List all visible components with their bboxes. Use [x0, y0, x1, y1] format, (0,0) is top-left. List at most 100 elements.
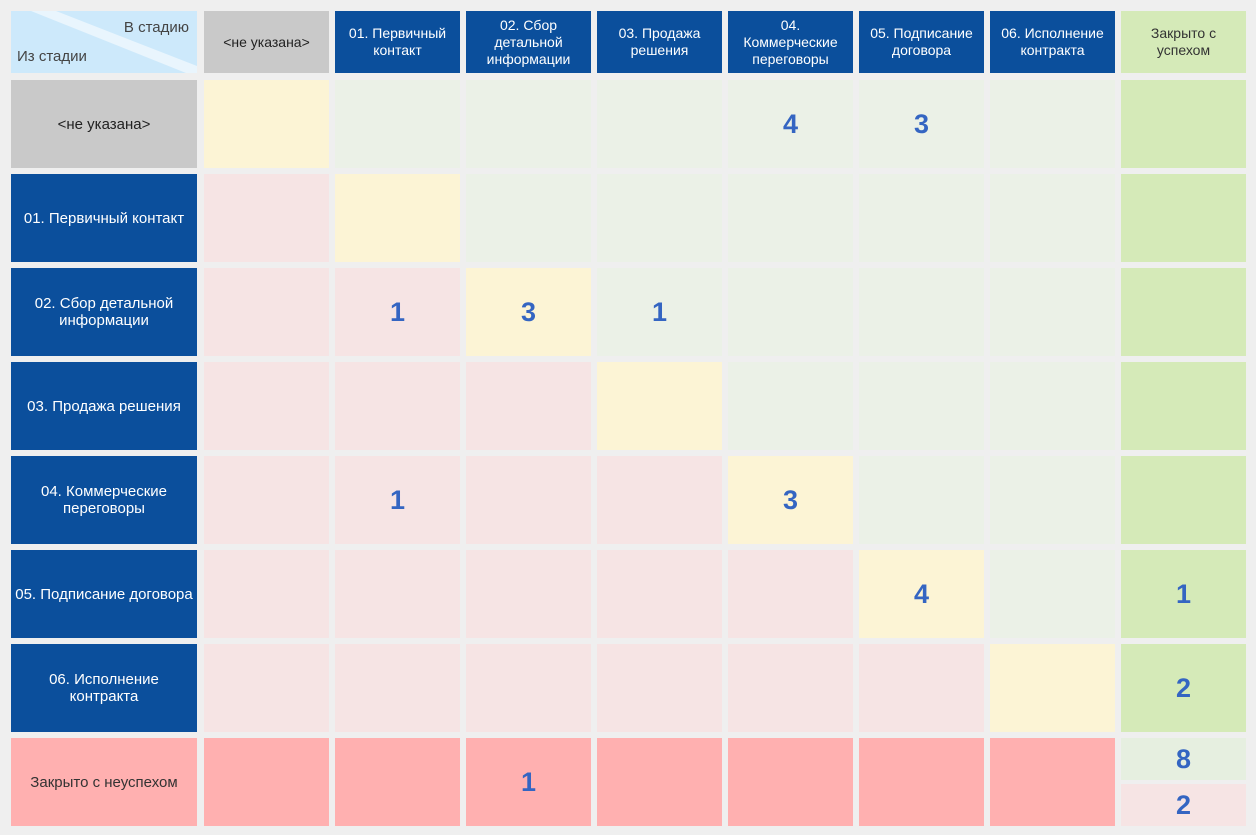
matrix-cell[interactable]	[1121, 268, 1246, 356]
matrix-cell[interactable]	[204, 80, 329, 168]
matrix-cell[interactable]: 3	[728, 456, 853, 544]
matrix-cell[interactable]	[859, 174, 984, 262]
from-stage-label: Из стадии	[17, 48, 87, 65]
row-header-label: 04. Коммерческие переговоры	[40, 483, 168, 517]
matrix-cell[interactable]	[990, 644, 1115, 732]
row-header[interactable]: 03. Продажа решения	[11, 362, 197, 450]
matrix-cell[interactable]: 1	[1121, 550, 1246, 638]
matrix-cell[interactable]	[597, 644, 722, 732]
matrix-cell[interactable]	[728, 362, 853, 450]
matrix-cell[interactable]	[204, 644, 329, 732]
matrix-cell[interactable]	[466, 362, 591, 450]
matrix-cell[interactable]	[335, 174, 460, 262]
matrix-cell[interactable]	[466, 550, 591, 638]
column-header[interactable]: 04. Коммерческие переговоры	[728, 11, 853, 73]
row-header[interactable]: 01. Первичный контакт	[11, 174, 197, 262]
matrix-cell[interactable]	[990, 550, 1115, 638]
cell-value: 1	[389, 484, 406, 515]
matrix-cell[interactable]	[859, 644, 984, 732]
matrix-cell[interactable]	[990, 268, 1115, 356]
matrix-cell[interactable]: 4	[728, 80, 853, 168]
matrix-cell[interactable]	[728, 268, 853, 356]
row-header[interactable]: Закрыто с неуспехом	[11, 738, 197, 826]
matrix-cell[interactable]	[1121, 362, 1246, 450]
column-header-label: 04. Коммерческие переговоры	[743, 16, 838, 67]
matrix-cell[interactable]	[466, 644, 591, 732]
matrix-cell[interactable]	[859, 268, 984, 356]
matrix-cell[interactable]: 1	[466, 738, 591, 826]
cell-value: 2	[1175, 672, 1192, 703]
row-header[interactable]: <не указана>	[11, 80, 197, 168]
matrix-cell[interactable]	[204, 456, 329, 544]
matrix-cell[interactable]	[335, 362, 460, 450]
matrix-cell[interactable]	[335, 550, 460, 638]
row-header-label: 02. Сбор детальной информации	[34, 295, 174, 329]
matrix-cell[interactable]	[204, 362, 329, 450]
matrix-cell[interactable]	[1121, 174, 1246, 262]
matrix-cell[interactable]	[990, 738, 1115, 826]
column-header-label: Закрыто с успехом	[1150, 25, 1217, 58]
matrix-cell[interactable]: 3	[466, 268, 591, 356]
matrix-cell[interactable]	[204, 268, 329, 356]
matrix-cell[interactable]	[597, 738, 722, 826]
matrix-cell[interactable]	[335, 738, 460, 826]
matrix-cell[interactable]	[204, 174, 329, 262]
matrix-cell[interactable]	[1121, 80, 1246, 168]
matrix-cell[interactable]	[728, 174, 853, 262]
total-top-value: 8	[1175, 743, 1192, 774]
matrix-corner-header: В стадию Из стадии	[11, 11, 197, 73]
matrix-cell[interactable]	[466, 80, 591, 168]
matrix-cell[interactable]	[597, 174, 722, 262]
matrix-cell[interactable]	[466, 174, 591, 262]
matrix-cell[interactable]	[859, 738, 984, 826]
matrix-cell[interactable]	[728, 550, 853, 638]
matrix-cell[interactable]	[597, 550, 722, 638]
matrix-cell[interactable]	[990, 80, 1115, 168]
matrix-cell[interactable]	[466, 456, 591, 544]
row-header-label: 03. Продажа решения	[27, 397, 181, 415]
column-header-label: 05. Подписание договора	[870, 25, 973, 58]
row-header[interactable]: 04. Коммерческие переговоры	[11, 456, 197, 544]
column-header-label: 01. Первичный контакт	[348, 25, 447, 58]
column-header[interactable]: 03. Продажа решения	[597, 11, 722, 73]
matrix-cell[interactable]	[597, 80, 722, 168]
total-cell-bottom[interactable]: 2	[1121, 784, 1246, 826]
matrix-cell[interactable]: 1	[335, 456, 460, 544]
row-header-label: 01. Первичный контакт	[23, 209, 185, 227]
matrix-cell[interactable]	[728, 644, 853, 732]
column-header[interactable]: 02. Сбор детальной информации	[466, 11, 591, 73]
matrix-cell[interactable]	[859, 456, 984, 544]
column-header[interactable]: 01. Первичный контакт	[335, 11, 460, 73]
total-cell-top[interactable]: 8	[1121, 738, 1246, 780]
column-header[interactable]: 06. Исполнение контракта	[990, 11, 1115, 73]
matrix-cell[interactable]	[728, 738, 853, 826]
matrix-cell[interactable]: 4	[859, 550, 984, 638]
column-header[interactable]: Закрыто с успехом	[1121, 11, 1246, 73]
cell-value: 4	[782, 108, 799, 139]
column-header[interactable]: 05. Подписание договора	[859, 11, 984, 73]
matrix-cell[interactable]	[597, 362, 722, 450]
cell-value: 1	[1175, 578, 1192, 609]
matrix-cell[interactable]	[1121, 456, 1246, 544]
row-header[interactable]: 06. Исполнение контракта	[11, 644, 197, 732]
column-header[interactable]: <не указана>	[204, 11, 329, 73]
matrix-cell[interactable]	[990, 456, 1115, 544]
cell-value: 3	[913, 108, 930, 139]
matrix-cell[interactable]	[335, 644, 460, 732]
row-header[interactable]: 02. Сбор детальной информации	[11, 268, 197, 356]
row-header-label: Закрыто с неуспехом	[30, 773, 178, 791]
matrix-cell[interactable]	[204, 738, 329, 826]
matrix-cell[interactable]	[990, 362, 1115, 450]
matrix-cell[interactable]	[597, 456, 722, 544]
matrix-cell[interactable]	[990, 174, 1115, 262]
to-stage-label: В стадию	[123, 19, 189, 36]
matrix-cell[interactable]: 2	[1121, 644, 1246, 732]
matrix-cell[interactable]	[859, 362, 984, 450]
matrix-cell[interactable]	[335, 80, 460, 168]
row-header-label: 05. Подписание договора	[15, 585, 193, 603]
row-header[interactable]: 05. Подписание договора	[11, 550, 197, 638]
matrix-cell[interactable]: 1	[597, 268, 722, 356]
matrix-cell[interactable]	[204, 550, 329, 638]
matrix-cell[interactable]: 1	[335, 268, 460, 356]
matrix-cell[interactable]: 3	[859, 80, 984, 168]
